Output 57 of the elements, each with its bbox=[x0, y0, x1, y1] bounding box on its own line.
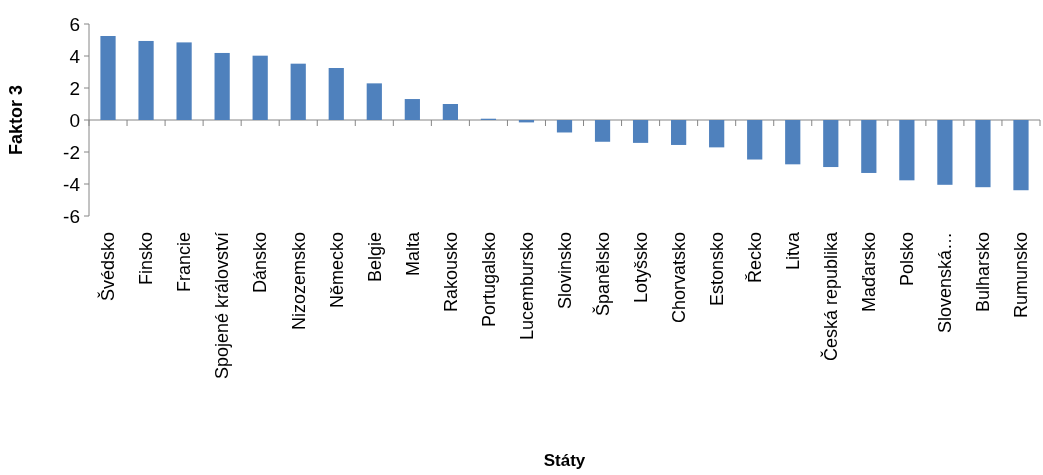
bar bbox=[404, 99, 420, 120]
y-tick-label: 4 bbox=[69, 45, 81, 67]
y-tick-label: 2 bbox=[69, 77, 80, 99]
x-tick-label: Česká republika bbox=[820, 231, 842, 362]
x-axis-title: Státy bbox=[543, 451, 586, 470]
x-tick-label: Finsko bbox=[136, 232, 157, 286]
bar bbox=[100, 36, 116, 120]
x-tick-label: Rumunsko bbox=[1011, 232, 1032, 319]
bar bbox=[252, 55, 268, 120]
x-tick-label: Slovenská… bbox=[935, 232, 956, 334]
y-tick-label: -2 bbox=[63, 141, 80, 163]
x-tick-label: Malta bbox=[402, 231, 423, 277]
bar bbox=[328, 68, 344, 120]
bar bbox=[138, 40, 154, 120]
x-tick-label: Francie bbox=[174, 232, 195, 293]
y-tick-label: 0 bbox=[69, 109, 80, 131]
bar bbox=[366, 83, 382, 120]
x-tick-label: Portugalsko bbox=[478, 232, 499, 328]
x-tick-label: Dánsko bbox=[250, 232, 271, 294]
y-tick-label: -6 bbox=[63, 205, 80, 227]
x-tick-label: Litva bbox=[783, 231, 804, 271]
bar bbox=[594, 120, 611, 142]
bar bbox=[861, 120, 877, 173]
bar bbox=[823, 120, 839, 168]
y-tick-label: -4 bbox=[63, 173, 81, 195]
bar bbox=[632, 120, 649, 143]
x-tick-label: Slovinsko bbox=[554, 232, 575, 310]
bar bbox=[899, 120, 915, 181]
x-tick-label: Lotyšsko bbox=[630, 232, 651, 304]
x-tick-label: Rakousko bbox=[440, 232, 461, 313]
x-tick-label: Polsko bbox=[897, 232, 918, 287]
bar bbox=[176, 42, 192, 120]
y-tick-label: 6 bbox=[69, 13, 80, 35]
bar bbox=[214, 52, 230, 120]
bar bbox=[709, 120, 725, 148]
bar bbox=[975, 120, 991, 188]
x-tick-label: Maďarsko bbox=[859, 232, 880, 313]
x-tick-label: Spojené království bbox=[212, 232, 233, 380]
bar bbox=[785, 120, 801, 165]
bar bbox=[937, 120, 953, 185]
bar bbox=[671, 120, 687, 145]
x-tick-label: Estonsko bbox=[706, 232, 727, 307]
x-tick-label: Nizozemsko bbox=[288, 232, 309, 331]
x-tick-label: Německo bbox=[326, 232, 347, 309]
x-tick-label: Švédsko bbox=[97, 232, 119, 302]
x-tick-label: Řecko bbox=[745, 232, 765, 284]
y-axis-title: Faktor 3 bbox=[6, 84, 26, 156]
bar bbox=[442, 104, 458, 120]
bar bbox=[747, 120, 763, 160]
x-tick-label: Chorvatsko bbox=[668, 232, 689, 324]
x-tick-label: Lucembursko bbox=[516, 232, 537, 341]
x-tick-label: Španělsko bbox=[591, 232, 613, 317]
x-tick-label: Belgie bbox=[364, 232, 385, 283]
bar bbox=[290, 63, 306, 120]
bar bbox=[1013, 120, 1029, 191]
bar bbox=[556, 120, 573, 133]
x-tick-label: Bulharsko bbox=[973, 232, 994, 313]
